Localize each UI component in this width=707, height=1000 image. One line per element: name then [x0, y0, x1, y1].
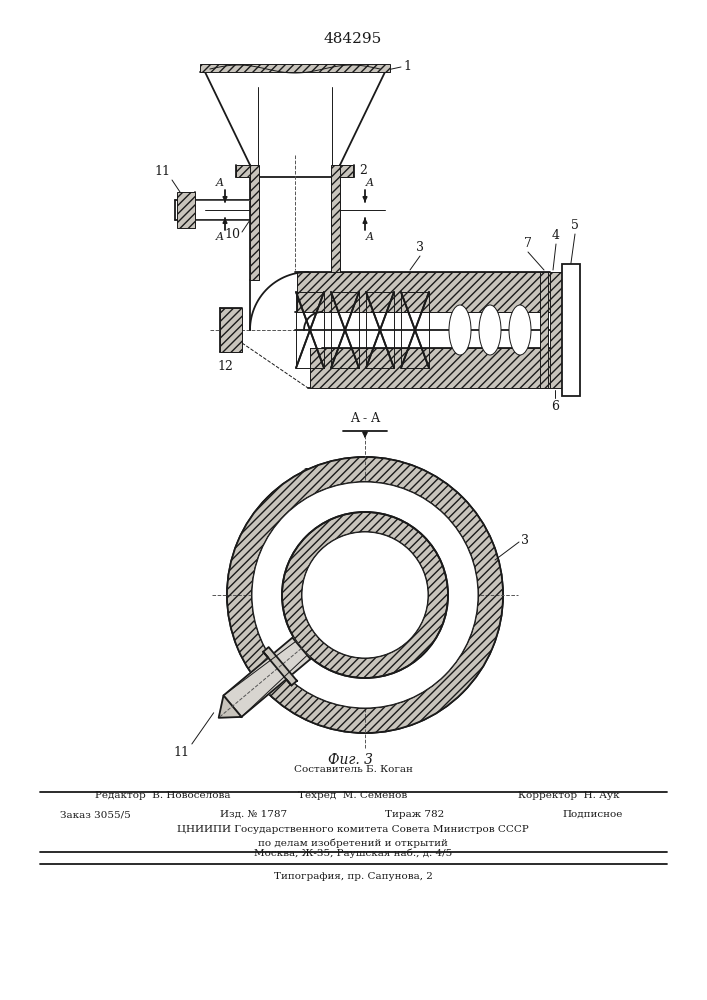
Bar	[236, 165, 251, 177]
Bar	[339, 165, 353, 177]
Bar	[310, 348, 550, 388]
Text: 10: 10	[224, 228, 240, 240]
Text: Составитель Б. Коган: Составитель Б. Коган	[293, 765, 412, 774]
Bar	[250, 165, 259, 280]
Polygon shape	[223, 638, 310, 717]
Bar	[295, 313, 540, 347]
Ellipse shape	[479, 305, 501, 355]
Text: по делам изобретений и открытий: по делам изобретений и открытий	[258, 838, 448, 848]
Text: 7: 7	[524, 237, 532, 250]
Bar	[331, 165, 340, 280]
Ellipse shape	[449, 305, 471, 355]
Bar	[200, 64, 390, 72]
Circle shape	[227, 457, 503, 733]
Text: Корректор  Н. Аук: Корректор Н. Аук	[518, 791, 620, 800]
Text: Москва, Ж-35, Раушская наб., д. 4/5: Москва, Ж-35, Раушская наб., д. 4/5	[254, 848, 452, 857]
Text: Изд. № 1787: Изд. № 1787	[220, 810, 287, 819]
Bar	[297, 272, 550, 312]
Bar	[331, 165, 340, 280]
Text: Фиг. 3: Фиг. 3	[327, 753, 373, 767]
Bar	[339, 165, 353, 177]
Text: 2: 2	[359, 164, 367, 178]
Circle shape	[302, 532, 428, 658]
Ellipse shape	[509, 305, 531, 355]
Circle shape	[252, 482, 478, 708]
Bar	[220, 308, 242, 352]
Text: 11: 11	[154, 165, 170, 178]
Text: 12: 12	[217, 360, 233, 373]
Text: Фиг 2: Фиг 2	[300, 468, 340, 482]
Bar	[540, 272, 548, 388]
Text: A: A	[216, 178, 224, 188]
Text: 11: 11	[174, 746, 190, 759]
Text: 5: 5	[571, 219, 579, 232]
Text: Редактор  В. Новоселова: Редактор В. Новоселова	[95, 791, 230, 800]
Polygon shape	[263, 647, 297, 685]
Bar	[562, 264, 580, 396]
Bar	[250, 165, 259, 280]
Bar	[200, 64, 390, 72]
Text: 3: 3	[521, 534, 529, 546]
Polygon shape	[223, 638, 310, 717]
Bar	[540, 272, 548, 388]
Text: Заказ 3055/5: Заказ 3055/5	[60, 810, 131, 819]
Text: Типография, пр. Сапунова, 2: Типография, пр. Сапунова, 2	[274, 872, 433, 881]
Text: Тираж 782: Тираж 782	[385, 810, 444, 819]
Text: 484295: 484295	[324, 32, 382, 46]
Text: 4: 4	[552, 229, 560, 242]
Polygon shape	[218, 695, 242, 718]
Text: A - A: A - A	[350, 412, 380, 425]
Bar	[177, 192, 195, 228]
Text: ЦНИИПИ Государственного комитета Совета Министров СССР: ЦНИИПИ Государственного комитета Совета …	[177, 825, 529, 834]
Text: A: A	[216, 232, 224, 242]
Text: 6: 6	[551, 400, 559, 413]
Text: A: A	[366, 178, 374, 188]
Bar	[177, 192, 195, 228]
Circle shape	[252, 482, 478, 708]
Bar	[310, 348, 550, 388]
Text: Техред  М. Семенов: Техред М. Семенов	[298, 791, 408, 800]
Bar	[550, 272, 562, 388]
Text: 3: 3	[416, 241, 424, 254]
Bar	[550, 272, 562, 388]
Bar	[236, 165, 251, 177]
Bar	[297, 272, 550, 312]
Text: 1: 1	[403, 60, 411, 74]
Text: Подписное: Подписное	[563, 810, 623, 819]
Text: A: A	[366, 232, 374, 242]
Bar	[220, 308, 242, 352]
